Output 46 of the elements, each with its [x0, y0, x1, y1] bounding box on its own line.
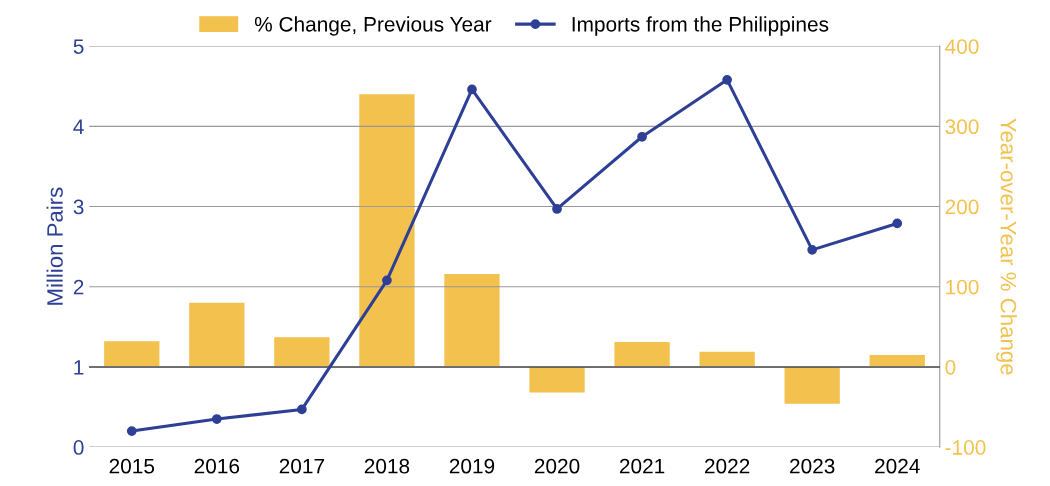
bar: [274, 337, 330, 367]
x-tick-label: 2023: [790, 458, 835, 474]
y2-tick-label: 300: [945, 119, 979, 135]
x-tick-label: 2017: [279, 458, 324, 474]
x-tick-label: 2018: [364, 458, 410, 474]
point: [892, 218, 903, 229]
x-tick-label: 2021: [619, 458, 665, 474]
point: [211, 414, 222, 424]
y2-tick-label: 100: [946, 279, 979, 295]
bar: [444, 273, 500, 367]
y-tick-label: 2: [73, 279, 84, 295]
x-tick-label: 2015: [109, 458, 155, 474]
y2-axis-title: Year-over-Year % Change: [996, 118, 1017, 375]
x-tick-label: 2020: [534, 458, 580, 474]
bar: [869, 354, 925, 367]
y2-tick-label: 0: [945, 359, 956, 375]
bar: [699, 351, 755, 367]
y2-tick-label: 400: [945, 39, 979, 54]
bar: [784, 366, 840, 404]
point: [297, 404, 307, 415]
y-axis-title: Million Pairs: [46, 187, 63, 305]
y-tick-label: 1: [74, 360, 84, 375]
point: [467, 84, 477, 95]
point: [637, 131, 647, 142]
y-tick-label: 0: [73, 440, 84, 455]
y2-tick-label: -100: [945, 440, 986, 455]
legend-label: Imports from the Philippines: [572, 16, 829, 36]
x-tick-label: 2022: [705, 458, 750, 474]
legend-label: % Change, Previous Year: [254, 16, 492, 36]
point: [807, 244, 818, 255]
x-tick-label: 2016: [194, 458, 240, 474]
y-tick-label: 4: [73, 119, 84, 134]
y-tick-label: 3: [73, 199, 84, 215]
y-tick-label: 5: [73, 39, 84, 54]
point: [722, 74, 732, 85]
point: [552, 204, 562, 214]
bar: [104, 341, 160, 367]
y2-tick-label: 200: [945, 199, 979, 215]
point: [126, 426, 137, 436]
x-tick-label: 2019: [449, 458, 495, 474]
bar: [529, 366, 585, 393]
bar: [614, 342, 670, 367]
point: [382, 275, 392, 286]
bar: [359, 94, 415, 367]
x-tick-label: 2024: [875, 458, 920, 474]
bar: [189, 302, 245, 367]
